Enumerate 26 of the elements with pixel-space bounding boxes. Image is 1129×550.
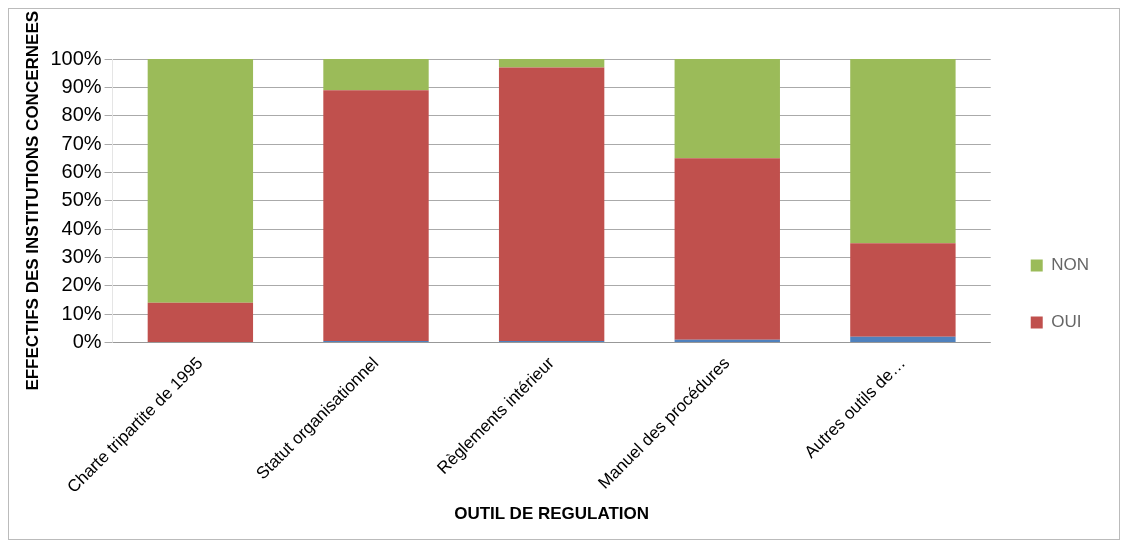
y-tick-label: 0% (72, 330, 102, 353)
bar (147, 302, 254, 343)
y-tick-label: 100% (50, 46, 102, 69)
bar (850, 336, 956, 343)
bar (850, 59, 956, 244)
bar (498, 59, 605, 68)
y-tick-label: 70% (61, 131, 102, 154)
legend-label: NON (1051, 255, 1089, 275)
y-tick-label: 80% (61, 103, 102, 126)
bar (323, 59, 429, 91)
y-tick-label: 60% (61, 159, 102, 182)
y-tick-label: 90% (61, 74, 102, 97)
y-tick-label: 30% (61, 244, 102, 267)
bar (323, 90, 429, 342)
bar (674, 59, 780, 159)
x-axis-title: OUTIL DE REGULATION (454, 504, 650, 524)
y-tick-label: 50% (61, 188, 102, 211)
y-tick-label: 40% (61, 216, 102, 239)
bar (147, 59, 254, 303)
legend-label: OUI (1051, 312, 1082, 332)
bar (498, 67, 605, 342)
bar (674, 158, 780, 340)
bar (850, 243, 956, 337)
y-tick-label: 10% (61, 301, 102, 324)
y-axis-title: EFFECTIFS DES INSTITUTIONS CONCERNEES (22, 10, 42, 391)
y-tick-label: 20% (61, 273, 102, 296)
